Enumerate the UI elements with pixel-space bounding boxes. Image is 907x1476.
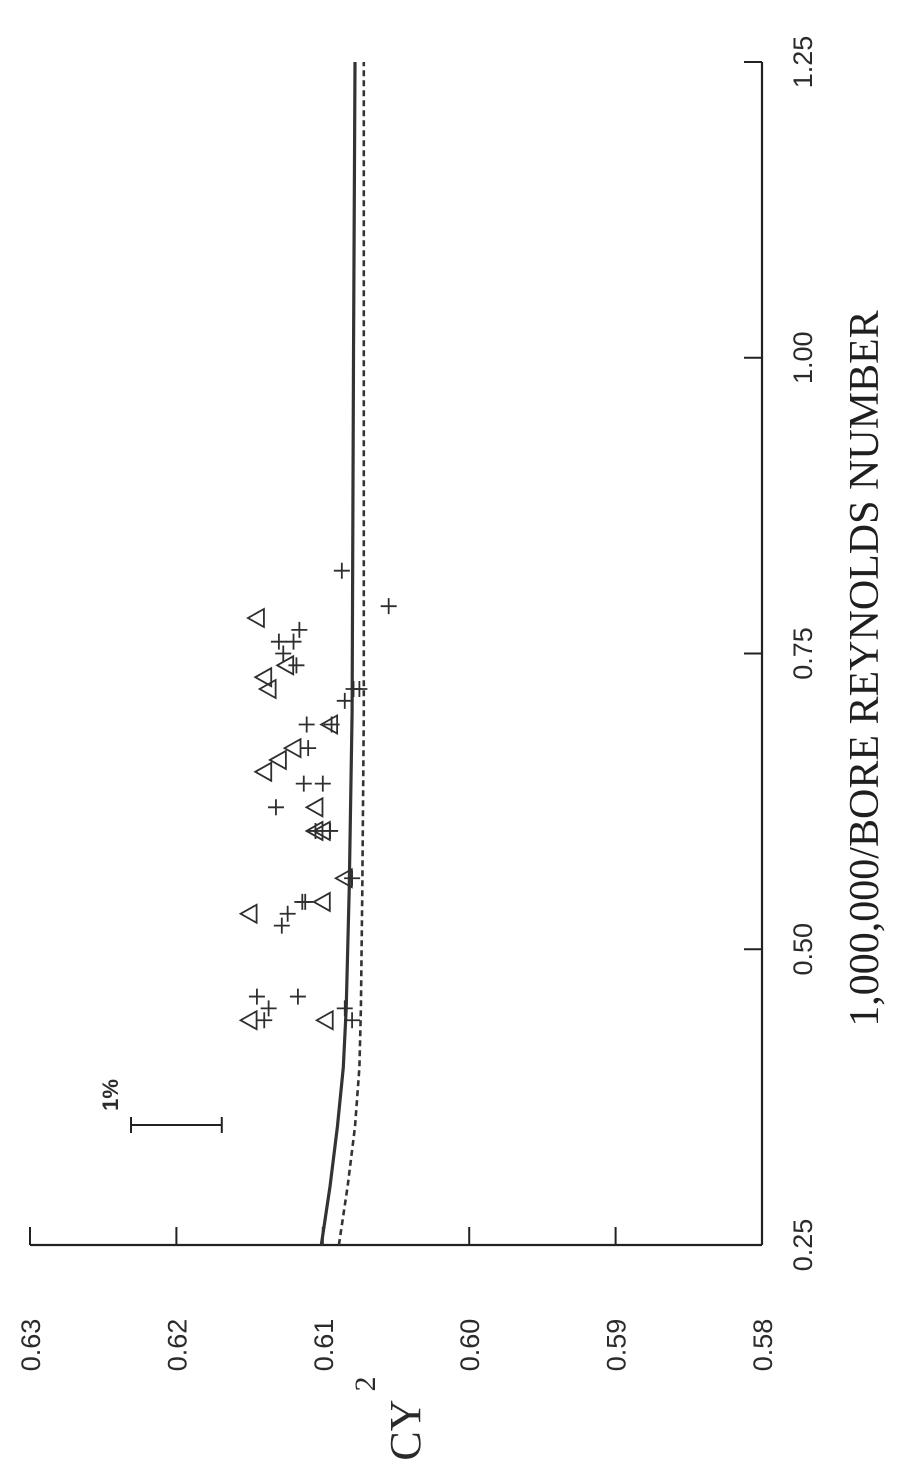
cross-point xyxy=(300,740,317,757)
triangle-point xyxy=(311,891,331,913)
model-curves xyxy=(319,61,366,1246)
axes xyxy=(29,61,764,1247)
cross-point xyxy=(279,905,296,922)
triangle-point xyxy=(268,749,287,771)
triangle-point xyxy=(304,820,324,842)
cross-point xyxy=(273,917,290,934)
triangle-point xyxy=(238,903,258,925)
triangle-point xyxy=(311,820,331,842)
y-tick-label: 0.63 xyxy=(16,1319,46,1372)
dashed-curve xyxy=(337,62,366,1246)
x-tick-label: 0.25 xyxy=(788,1219,818,1272)
triangle-point xyxy=(333,867,353,889)
cross-point xyxy=(336,1000,353,1017)
cross-point xyxy=(248,988,265,1005)
cross-point xyxy=(295,775,312,792)
y-tick-label: 0.59 xyxy=(602,1319,632,1372)
cross-point xyxy=(270,633,287,650)
y-axis-subscript: 2 xyxy=(349,1377,382,1392)
data-points xyxy=(238,562,397,1031)
triangle-point xyxy=(253,666,273,688)
x-tick-label: 0.75 xyxy=(788,627,818,680)
triangle-point xyxy=(304,796,324,818)
y-tick-label: 0.60 xyxy=(455,1319,485,1372)
x-tick-label: 0.50 xyxy=(788,923,818,976)
cross-point xyxy=(336,692,353,709)
cross-point xyxy=(260,1000,277,1017)
axis-labels: 0.25 0.50 0.75 1.00 1.25 0.58 0.59 0.60 0.61 0.62… xyxy=(16,36,888,1461)
triangle-point xyxy=(257,678,277,700)
cross-point xyxy=(314,775,331,792)
cross-point xyxy=(256,1012,273,1029)
triangle-point xyxy=(253,761,273,783)
triangle-point xyxy=(282,737,302,759)
cross-point xyxy=(297,893,314,910)
cross-point xyxy=(289,988,306,1005)
cross-point xyxy=(288,657,305,674)
x-tick-label: 1.25 xyxy=(788,36,818,89)
cross-point xyxy=(275,645,292,662)
y-tick-label: 0.62 xyxy=(162,1319,192,1372)
cross-point xyxy=(345,680,362,697)
x-tick-label: 1.00 xyxy=(788,331,818,384)
solid-curve xyxy=(319,61,357,1246)
cross-point xyxy=(285,633,302,650)
triangle-point xyxy=(238,1009,258,1031)
y-axis-title: CY xyxy=(381,1399,430,1460)
triangle-point xyxy=(275,654,295,676)
x-axis-title: 1,000,000/BORE REYNOLDS NUMBER xyxy=(842,310,888,1026)
cross-point xyxy=(267,799,284,816)
y-tick-label: 0.61 xyxy=(309,1319,339,1372)
cross-point xyxy=(333,562,350,579)
triangle-point xyxy=(246,607,265,629)
triangle-point xyxy=(314,1009,334,1031)
cross-point xyxy=(298,716,315,733)
scale-bar-label: 1% xyxy=(98,1079,123,1111)
cross-point xyxy=(291,621,308,638)
y-tick-label: 0.58 xyxy=(748,1319,778,1372)
cross-point xyxy=(344,1012,361,1029)
cross-point xyxy=(380,598,397,615)
triangle-point xyxy=(319,713,339,736)
